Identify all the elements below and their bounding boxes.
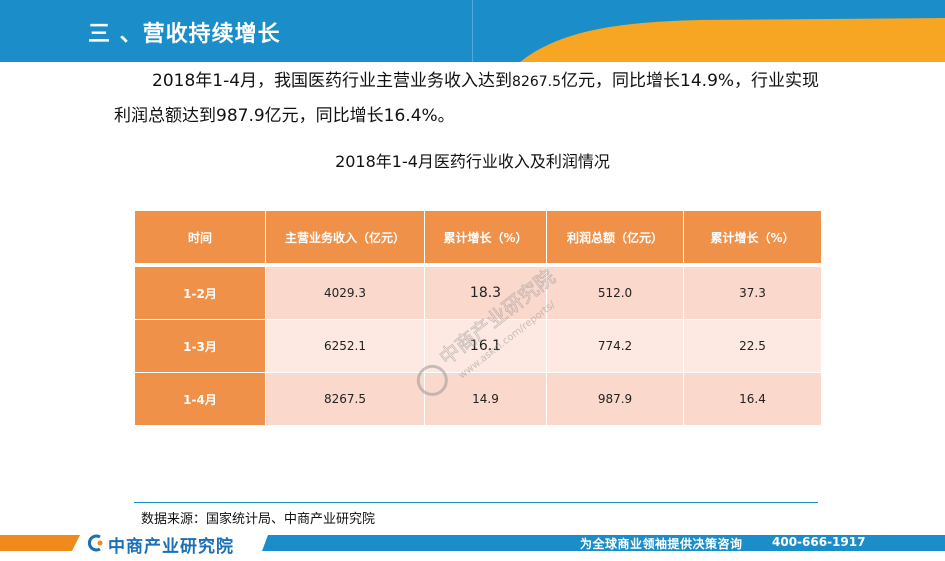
row-revenue: 8267.5 <box>266 373 424 425</box>
brand-name: 中商产业研究院 <box>108 537 234 557</box>
summary-text-2: 亿元，同比增长14.9%，行业实现利润总额达到987.9亿元，同比增长16.4%… <box>114 71 820 126</box>
row-profit-growth: 16.4 <box>684 373 821 425</box>
header-time: 时间 <box>135 211 265 263</box>
row-period: 1-4月 <box>135 373 265 425</box>
header-divider <box>472 0 473 62</box>
row-revenue-growth: 18.3 <box>425 267 546 319</box>
row-revenue: 4029.3 <box>266 267 424 319</box>
row-profit-growth: 22.5 <box>684 320 821 372</box>
header-bar: 三 、营收持续增长 <box>0 0 945 62</box>
header-revenue: 主营业务收入（亿元） <box>266 211 424 263</box>
footer-slogan: 为全球商业领袖提供决策咨询 <box>580 537 743 551</box>
revenue-profit-table: 时间 主营业务收入（亿元） 累计增长（%） 利润总额（亿元） 累计增长（%） 1… <box>134 210 822 426</box>
row-period: 1-3月 <box>135 320 265 372</box>
header-revenue-growth: 累计增长（%） <box>425 211 546 263</box>
footer-bar <box>0 535 945 561</box>
table-header-row: 时间 主营业务收入（亿元） 累计增长（%） 利润总额（亿元） 累计增长（%） <box>135 211 821 263</box>
row-revenue: 6252.1 <box>266 320 424 372</box>
row-profit: 774.2 <box>547 320 683 372</box>
brand-logo-icon <box>87 534 103 552</box>
row-profit-growth: 37.3 <box>684 267 821 319</box>
row-profit: 512.0 <box>547 267 683 319</box>
summary-paragraph: 2018年1-4月，我国医药行业主营业务收入达到8267.5亿元，同比增长14.… <box>114 64 834 133</box>
header-orange-swoosh <box>520 18 945 62</box>
row-period: 1-2月 <box>135 267 265 319</box>
header-profit: 利润总额（亿元） <box>547 211 683 263</box>
row-revenue-growth: 16.1 <box>425 320 546 372</box>
table-row: 1-2月 4029.3 18.3 512.0 37.3 <box>135 267 821 319</box>
table-row: 1-4月 8267.5 14.9 987.9 16.4 <box>135 373 821 425</box>
summary-value: 8267.5 <box>512 74 562 90</box>
footer-phone: 400-666-1917 <box>772 535 866 549</box>
table-row: 1-3月 6252.1 16.1 774.2 22.5 <box>135 320 821 372</box>
source-divider <box>134 502 818 503</box>
row-revenue-growth: 14.9 <box>425 373 546 425</box>
row-profit: 987.9 <box>547 373 683 425</box>
section-title: 三 、营收持续增长 <box>88 22 281 47</box>
header-profit-growth: 累计增长（%） <box>684 211 821 263</box>
data-source: 数据来源：国家统计局、中商产业研究院 <box>141 512 376 527</box>
table-title: 2018年1-4月医药行业收入及利润情况 <box>335 152 610 171</box>
summary-text-1: 2018年1-4月，我国医药行业主营业务收入达到 <box>152 71 513 91</box>
